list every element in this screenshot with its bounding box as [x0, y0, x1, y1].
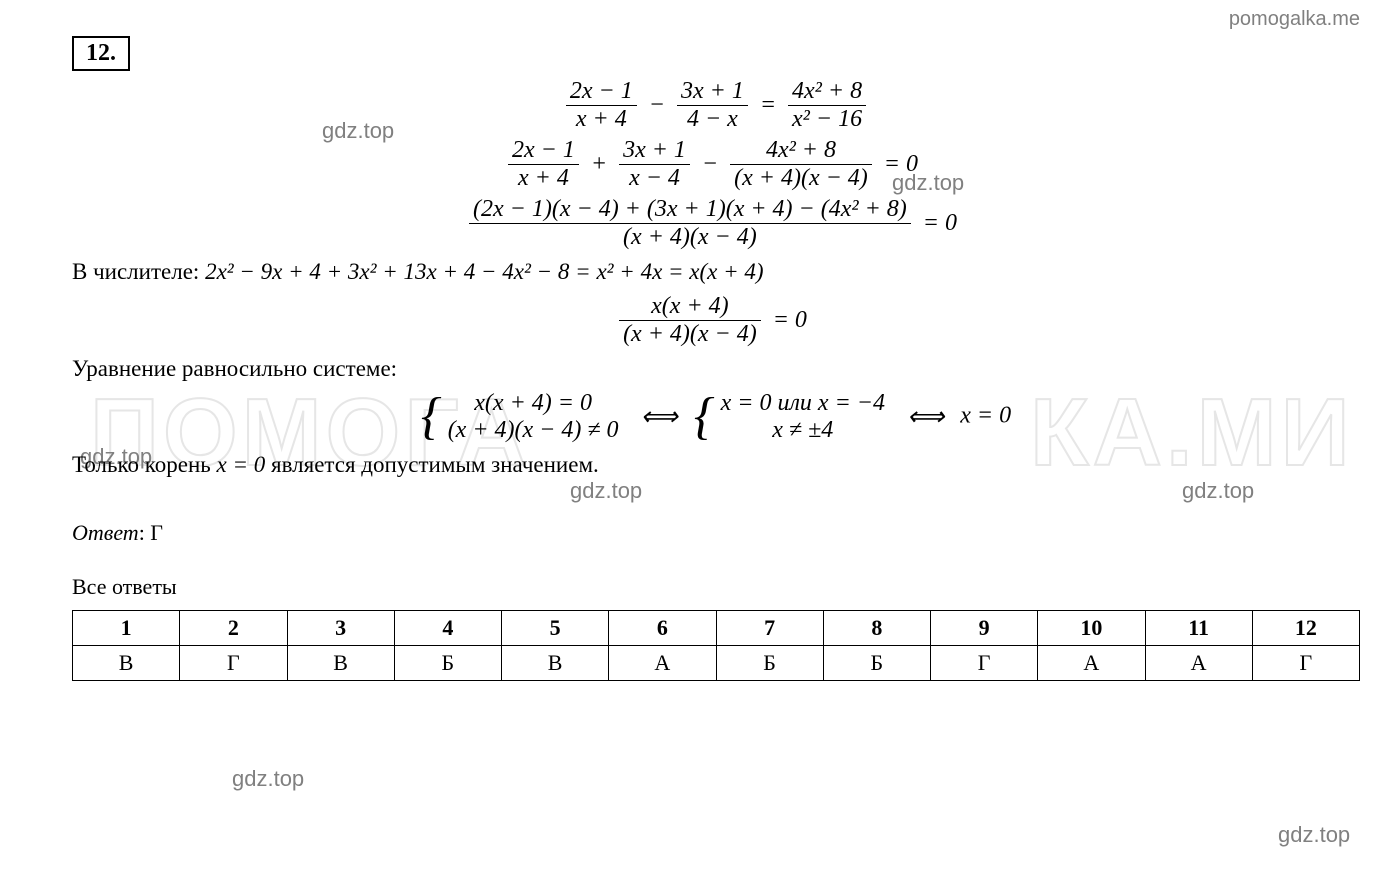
brace-icon: { — [421, 391, 442, 443]
conclusion-b: x = 0 — [217, 452, 266, 477]
table-header-cell: 12 — [1252, 611, 1359, 646]
eq1-f3-den: x² − 16 — [788, 106, 866, 133]
eq4-rhs: = 0 — [767, 307, 813, 334]
equation-line-3: (2x − 1)(x − 4) + (3x + 1)(x + 4) − (4x²… — [72, 196, 1360, 251]
conclusion-a: Только корень — [72, 452, 217, 477]
sys-final: x = 0 — [960, 403, 1011, 429]
watermark-gdz-7: gdz.top — [1278, 822, 1350, 848]
eq3-rhs: = 0 — [917, 210, 963, 237]
brace-icon: { — [694, 391, 715, 443]
equals-op: = — [754, 92, 782, 119]
eq3-den: (x + 4)(x − 4) — [469, 224, 911, 251]
table-header-row: 1 2 3 4 5 6 7 8 9 10 11 12 — [73, 611, 1360, 646]
table-header-cell: 2 — [180, 611, 287, 646]
sys1-r2: (x + 4)(x − 4) ≠ 0 — [442, 417, 625, 444]
conclusion: Только корень x = 0 является допустимым … — [72, 452, 1360, 478]
table-header-cell: 3 — [287, 611, 394, 646]
eq2-f3-num: 4x² + 8 — [730, 137, 872, 165]
system-label: Уравнение равносильно системе: — [72, 356, 1360, 382]
eq2-f1-den: x + 4 — [508, 165, 579, 192]
table-header-cell: 7 — [716, 611, 823, 646]
system-block: { x(x + 4) = 0 (x + 4)(x − 4) ≠ 0 ⟺ { x … — [72, 390, 1360, 444]
equiv-icon: ⟺ — [631, 402, 688, 432]
content-area: 2x − 1x + 4 − 3x + 14 − x = 4x² + 8x² − … — [72, 74, 1360, 681]
watermark-gdz-6: gdz.top — [232, 766, 304, 792]
answer-label: Ответ — [72, 520, 139, 545]
numerator-label: В числителе: — [72, 259, 205, 284]
answer-value: : Г — [139, 520, 163, 545]
table-header-cell: 5 — [502, 611, 609, 646]
problem-number-box: 12. — [72, 36, 130, 71]
equation-line-1: 2x − 1x + 4 − 3x + 14 − x = 4x² + 8x² − … — [72, 78, 1360, 133]
eq1-f1-den: x + 4 — [566, 106, 637, 133]
eq2-f2-num: 3x + 1 — [619, 137, 690, 165]
eq2-f1-num: 2x − 1 — [508, 137, 579, 165]
table-value-cell: А — [609, 646, 716, 681]
eq3-num: (2x − 1)(x − 4) + (3x + 1)(x + 4) − (4x²… — [469, 196, 911, 224]
table-header-cell: 9 — [931, 611, 1038, 646]
table-value-cell: В — [73, 646, 180, 681]
all-answers-label: Все ответы — [72, 574, 1360, 600]
table-value-cell: Б — [716, 646, 823, 681]
table-header-cell: 6 — [609, 611, 716, 646]
numerator-expr: 2x² − 9x + 4 + 3x² + 13x + 4 − 4x² − 8 =… — [205, 259, 764, 284]
site-name: pomogalka.me — [1229, 8, 1360, 31]
table-value-cell: Г — [1252, 646, 1359, 681]
table-value-cell: А — [1145, 646, 1252, 681]
table-header-cell: 1 — [73, 611, 180, 646]
table-value-cell: Г — [931, 646, 1038, 681]
minus-op: − — [696, 151, 724, 178]
table-header-cell: 10 — [1038, 611, 1145, 646]
equation-line-2: 2x − 1x + 4 + 3x + 1x − 4 − 4x² + 8(x + … — [72, 137, 1360, 192]
plus-op: + — [585, 151, 613, 178]
table-value-cell: В — [287, 646, 394, 681]
table-value-cell: Г — [180, 646, 287, 681]
equiv-icon: ⟺ — [897, 402, 954, 432]
eq4-den: (x + 4)(x − 4) — [619, 321, 761, 348]
sys2-r1: x = 0 или x = −4 — [715, 390, 891, 417]
table-header-cell: 8 — [823, 611, 930, 646]
table-value-cell: А — [1038, 646, 1145, 681]
answer-line: Ответ: Г — [72, 520, 1360, 546]
eq4-num: x(x + 4) — [619, 293, 761, 321]
numerator-text: В числителе: 2x² − 9x + 4 + 3x² + 13x + … — [72, 259, 1360, 285]
table-value-cell: В — [502, 646, 609, 681]
sys2-r2: x ≠ ±4 — [715, 417, 891, 444]
eq2-f2-den: x − 4 — [619, 165, 690, 192]
table-value-row: В Г В Б В А Б Б Г А А Г — [73, 646, 1360, 681]
table-value-cell: Б — [823, 646, 930, 681]
eq1-f3-num: 4x² + 8 — [788, 78, 866, 106]
conclusion-c: является допустимым значением. — [265, 452, 599, 477]
table-header-cell: 4 — [394, 611, 501, 646]
sys1-r1: x(x + 4) = 0 — [442, 390, 625, 417]
table-header-cell: 11 — [1145, 611, 1252, 646]
table-value-cell: Б — [394, 646, 501, 681]
eq2-f3-den: (x + 4)(x − 4) — [730, 165, 872, 192]
eq2-rhs: = 0 — [878, 151, 924, 178]
minus-op: − — [643, 92, 671, 119]
eq1-f2-den: 4 − x — [677, 106, 748, 133]
equation-line-4: x(x + 4)(x + 4)(x − 4) = 0 — [72, 293, 1360, 348]
eq1-f2-num: 3x + 1 — [677, 78, 748, 106]
answers-table: 1 2 3 4 5 6 7 8 9 10 11 12 В Г В Б В А Б… — [72, 610, 1360, 681]
eq1-f1-num: 2x − 1 — [566, 78, 637, 106]
